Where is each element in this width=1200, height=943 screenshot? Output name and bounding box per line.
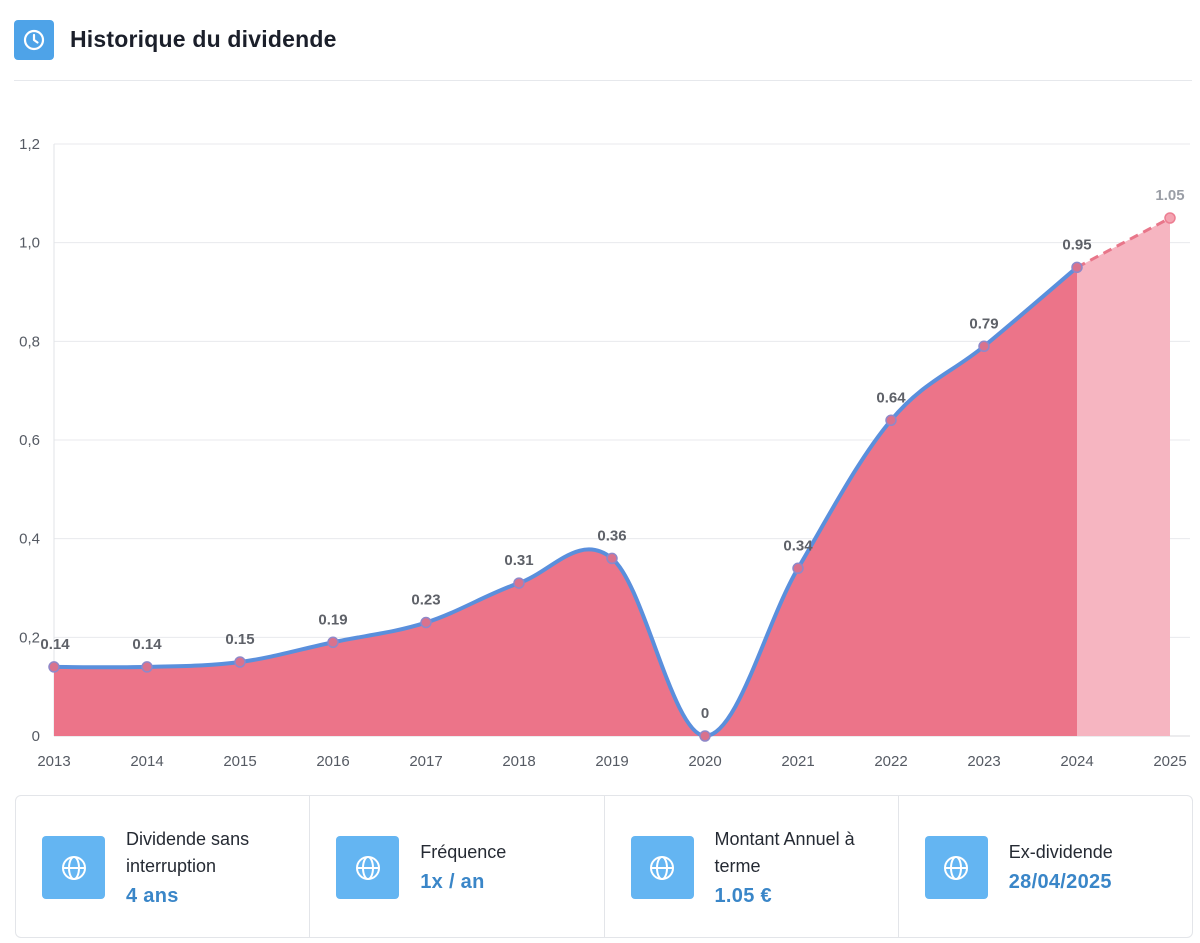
y-tick-label: 0: [32, 728, 40, 745]
chart-canvas: 0.14 0.14 0.15 0.19 0.23 0.31 0.36 0 0.34 0.64 0.7…: [19, 136, 1190, 770]
stat-label: Dividende sans interruption: [126, 828, 250, 876]
data-point: [1164, 212, 1176, 224]
x-tick-label: 2025: [1153, 753, 1186, 770]
stat-montant-annuel: Montant Annuel à terme 1.05 €: [605, 796, 899, 937]
stat-label: Ex-dividende: [1008, 842, 1113, 862]
x-tick-label: 2019: [595, 753, 628, 770]
point-layer: [48, 212, 1176, 742]
dividend-line: [52, 265, 1079, 738]
header-divider: [14, 80, 1192, 81]
forecast-line: [1076, 216, 1171, 269]
clock-icon: [14, 20, 54, 60]
stat-value: 1x / an: [420, 871, 485, 893]
stats-panel: Dividende sans interruption 4 ans Fréque…: [15, 795, 1193, 938]
data-label: 0.64: [876, 389, 906, 406]
data-point: [513, 577, 525, 589]
data-label: 0: [701, 705, 709, 722]
globe-icon: [924, 836, 988, 899]
x-tick-label: 2015: [223, 753, 256, 770]
data-label: 1.05: [1155, 187, 1184, 204]
y-tick-label: 0,2: [19, 629, 40, 646]
y-tick-label: 1,0: [19, 235, 40, 252]
data-point: [885, 414, 897, 427]
data-point: [327, 636, 339, 649]
y-tick-label: 0,4: [19, 531, 40, 548]
data-point: [234, 656, 246, 668]
y-axis-ticks: 0 0,2 0,4 0,6 0,8 1,0 1,2: [19, 136, 40, 745]
x-tick-label: 2014: [130, 753, 163, 770]
data-label: 0.79: [969, 315, 998, 332]
x-tick-label: 2017: [409, 753, 442, 770]
area-layer: [54, 218, 1170, 736]
stat-label: Fréquence: [420, 842, 507, 862]
x-axis-ticks: 2013 2014 2015 2016 2017 2018 2019 2020 2021 2022…: [37, 753, 1186, 770]
dividend-area: [54, 267, 1077, 736]
globe-icon: [630, 836, 694, 899]
data-label: 0.19: [318, 611, 347, 628]
x-tick-label: 2022: [874, 753, 907, 770]
forecast-area: [1077, 218, 1170, 736]
stat-value: 1.05 €: [714, 884, 772, 907]
stat-label: Montant Annuel à terme: [714, 828, 855, 876]
data-point: [48, 661, 60, 673]
x-tick-label: 2013: [37, 753, 70, 770]
data-labels: 0.14 0.14 0.15 0.19 0.23 0.31 0.36 0 0.34 0.64 0.7…: [40, 187, 1184, 722]
stat-ex-dividende: Ex-dividende 28/04/2025: [899, 796, 1192, 937]
stat-value: 4 ans: [126, 884, 179, 907]
y-tick-label: 0,8: [19, 333, 40, 350]
x-tick-label: 2016: [316, 753, 349, 770]
dividend-history-chart: 0.14 0.14 0.15 0.19 0.23 0.31 0.36 0 0.34 0.64 0.7…: [0, 100, 1200, 790]
data-point: [978, 340, 990, 353]
data-label: 0.34: [783, 537, 813, 554]
x-tick-label: 2024: [1060, 753, 1093, 770]
y-tick-label: 0,6: [19, 432, 40, 449]
y-tick-label: 1,2: [19, 136, 40, 153]
data-point: [699, 730, 711, 742]
data-label: 0.23: [411, 592, 440, 609]
data-label: 0.14: [40, 636, 70, 653]
data-label: 0.14: [132, 636, 162, 653]
data-label: 0.36: [597, 527, 626, 544]
data-label: 0.15: [225, 631, 254, 648]
data-point: [792, 562, 804, 575]
globe-icon: [42, 836, 105, 899]
line-layer: [52, 216, 1171, 738]
data-point: [606, 552, 618, 565]
data-label: 0.95: [1062, 236, 1091, 253]
x-tick-label: 2018: [502, 753, 535, 770]
x-tick-label: 2021: [781, 753, 814, 770]
card-header: Historique du dividende: [0, 0, 1200, 81]
page-title: Historique du dividende: [70, 26, 337, 52]
data-point: [420, 616, 432, 629]
globe-icon: [336, 836, 400, 899]
stat-value: 28/04/2025: [1008, 871, 1112, 893]
stat-frequence: Fréquence 1x / an: [310, 796, 605, 937]
x-tick-label: 2020: [688, 753, 721, 770]
data-label: 0.31: [504, 552, 533, 569]
x-tick-label: 2023: [967, 753, 1000, 770]
data-point: [141, 661, 153, 673]
data-point: [1071, 261, 1083, 274]
stat-sans-interruption: Dividende sans interruption 4 ans: [16, 796, 311, 937]
